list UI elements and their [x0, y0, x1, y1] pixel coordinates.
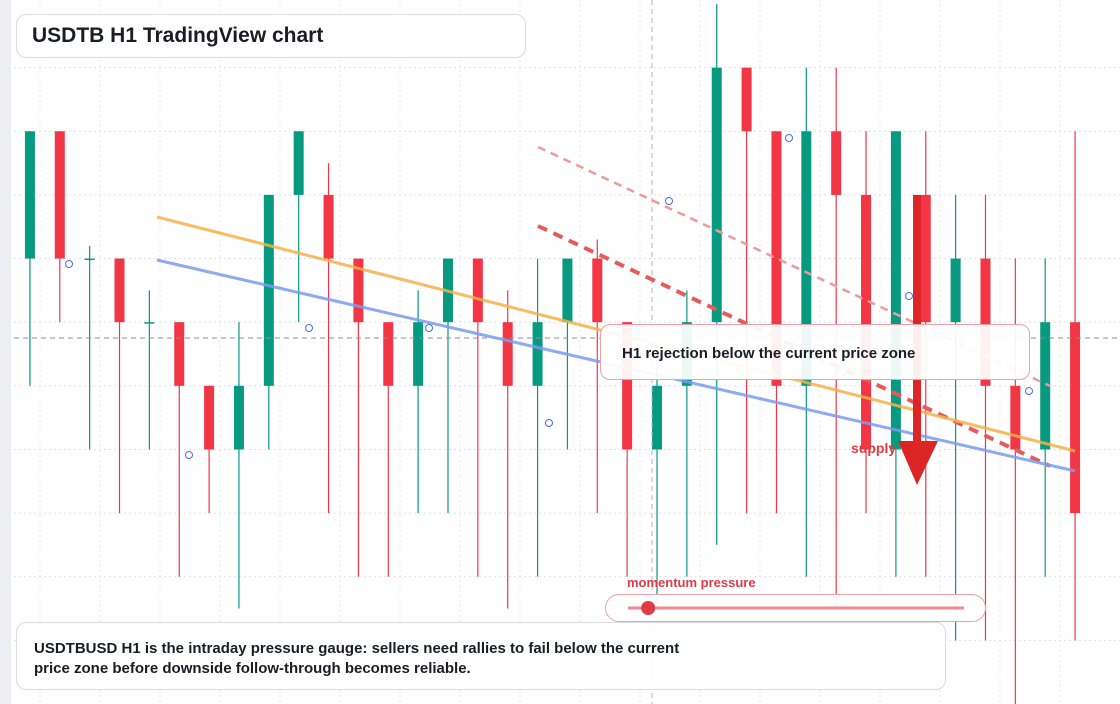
- candle-body: [1040, 322, 1051, 450]
- candle-body: [353, 258, 364, 323]
- candle-body: [54, 131, 65, 259]
- candle-body: [263, 194, 274, 386]
- candle-body: [174, 322, 185, 386]
- side-bar: [0, 0, 11, 704]
- candle-body: [293, 131, 304, 195]
- callout: H1 rejection below the current price zon…: [600, 324, 1030, 380]
- candle-body: [890, 131, 901, 450]
- candle-body: [383, 322, 394, 386]
- title: USDTB H1 TradingView chart: [16, 14, 526, 58]
- candle-body: [861, 194, 872, 450]
- candle-body: [801, 131, 812, 386]
- gauge-label: momentum pressure: [627, 575, 756, 590]
- candle-body: [652, 385, 663, 450]
- candle-body: [233, 385, 244, 450]
- candle-body: [920, 194, 931, 323]
- candle-body: [831, 131, 842, 195]
- candle-body: [204, 385, 215, 450]
- pivot-points: [65, 134, 1033, 459]
- candle-body: [711, 67, 722, 323]
- candle-body: [24, 131, 35, 259]
- gauge-track: [628, 601, 964, 615]
- candle-body: [592, 258, 603, 323]
- gauge: [605, 594, 986, 622]
- candle-body: [502, 322, 513, 386]
- candle-body: [1070, 322, 1081, 514]
- trend-dashed: [537, 224, 1051, 468]
- candle-body: [771, 131, 782, 386]
- candle-body: [144, 322, 155, 324]
- candles: [24, 4, 1081, 704]
- candle-body: [323, 194, 334, 259]
- note: USDTBUSD H1 is the intraday pressure gau…: [16, 622, 946, 690]
- candle-body: [1010, 385, 1021, 450]
- supply-label: supply: [851, 440, 897, 456]
- candle-body: [980, 258, 991, 386]
- candle-body: [413, 322, 424, 386]
- arrow-head: [898, 441, 938, 485]
- candle-body: [950, 258, 961, 323]
- candle-body: [114, 258, 125, 323]
- candle-body: [84, 258, 95, 261]
- trend-dashed-light: [537, 145, 1051, 388]
- candle-body: [532, 322, 543, 386]
- candle-body: [562, 258, 573, 323]
- candle-body: [622, 322, 633, 450]
- gauge-knob: [641, 601, 656, 615]
- note-text: USDTBUSD H1 is the intraday pressure gau…: [34, 640, 680, 677]
- candle-body: [741, 67, 752, 132]
- candle-body: [472, 258, 483, 323]
